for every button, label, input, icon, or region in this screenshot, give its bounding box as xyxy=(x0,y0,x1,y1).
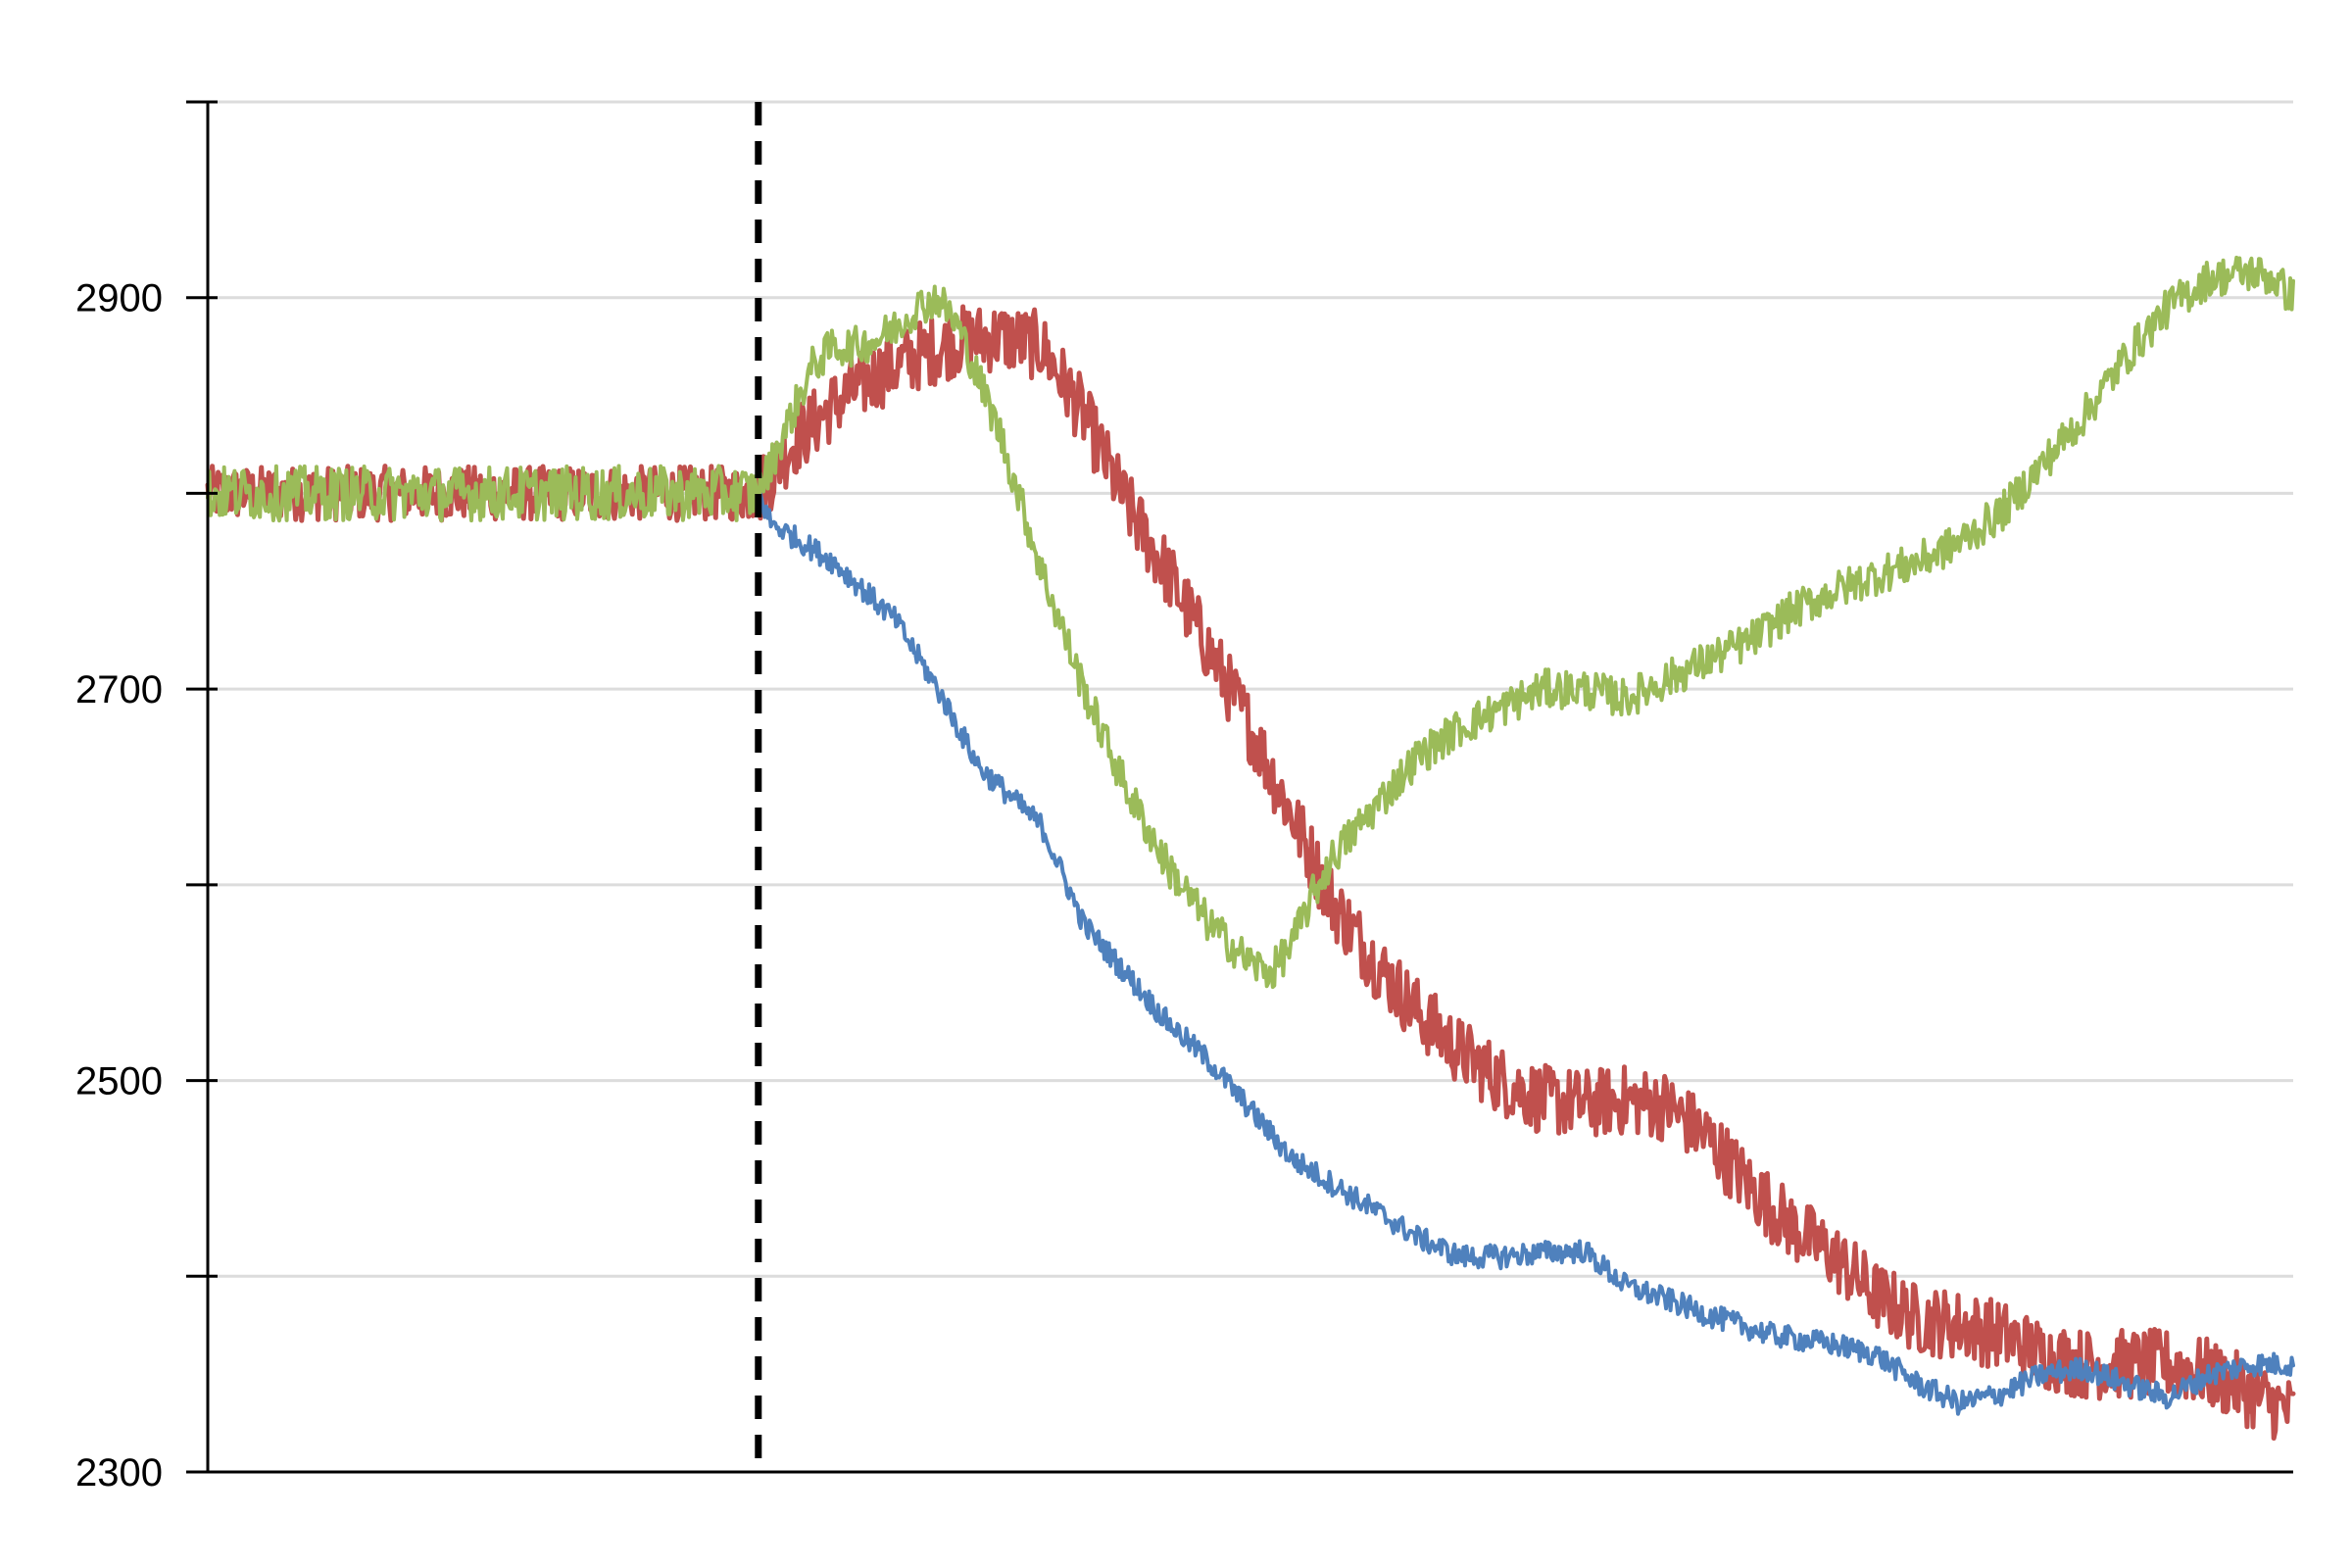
series-lines xyxy=(205,255,2296,1441)
y-tick-labels: 2300 2500 2700 2900 xyxy=(75,277,163,1494)
y-tick-label: 2900 xyxy=(75,277,163,320)
series-line xyxy=(757,489,2295,1416)
y-tick-label: 2500 xyxy=(75,1060,163,1103)
gridlines xyxy=(208,100,2293,1278)
y-tick-label: 2700 xyxy=(75,668,163,711)
axes xyxy=(186,100,2293,1474)
series-line xyxy=(206,255,2295,990)
y-tick-label: 2300 xyxy=(75,1451,163,1494)
